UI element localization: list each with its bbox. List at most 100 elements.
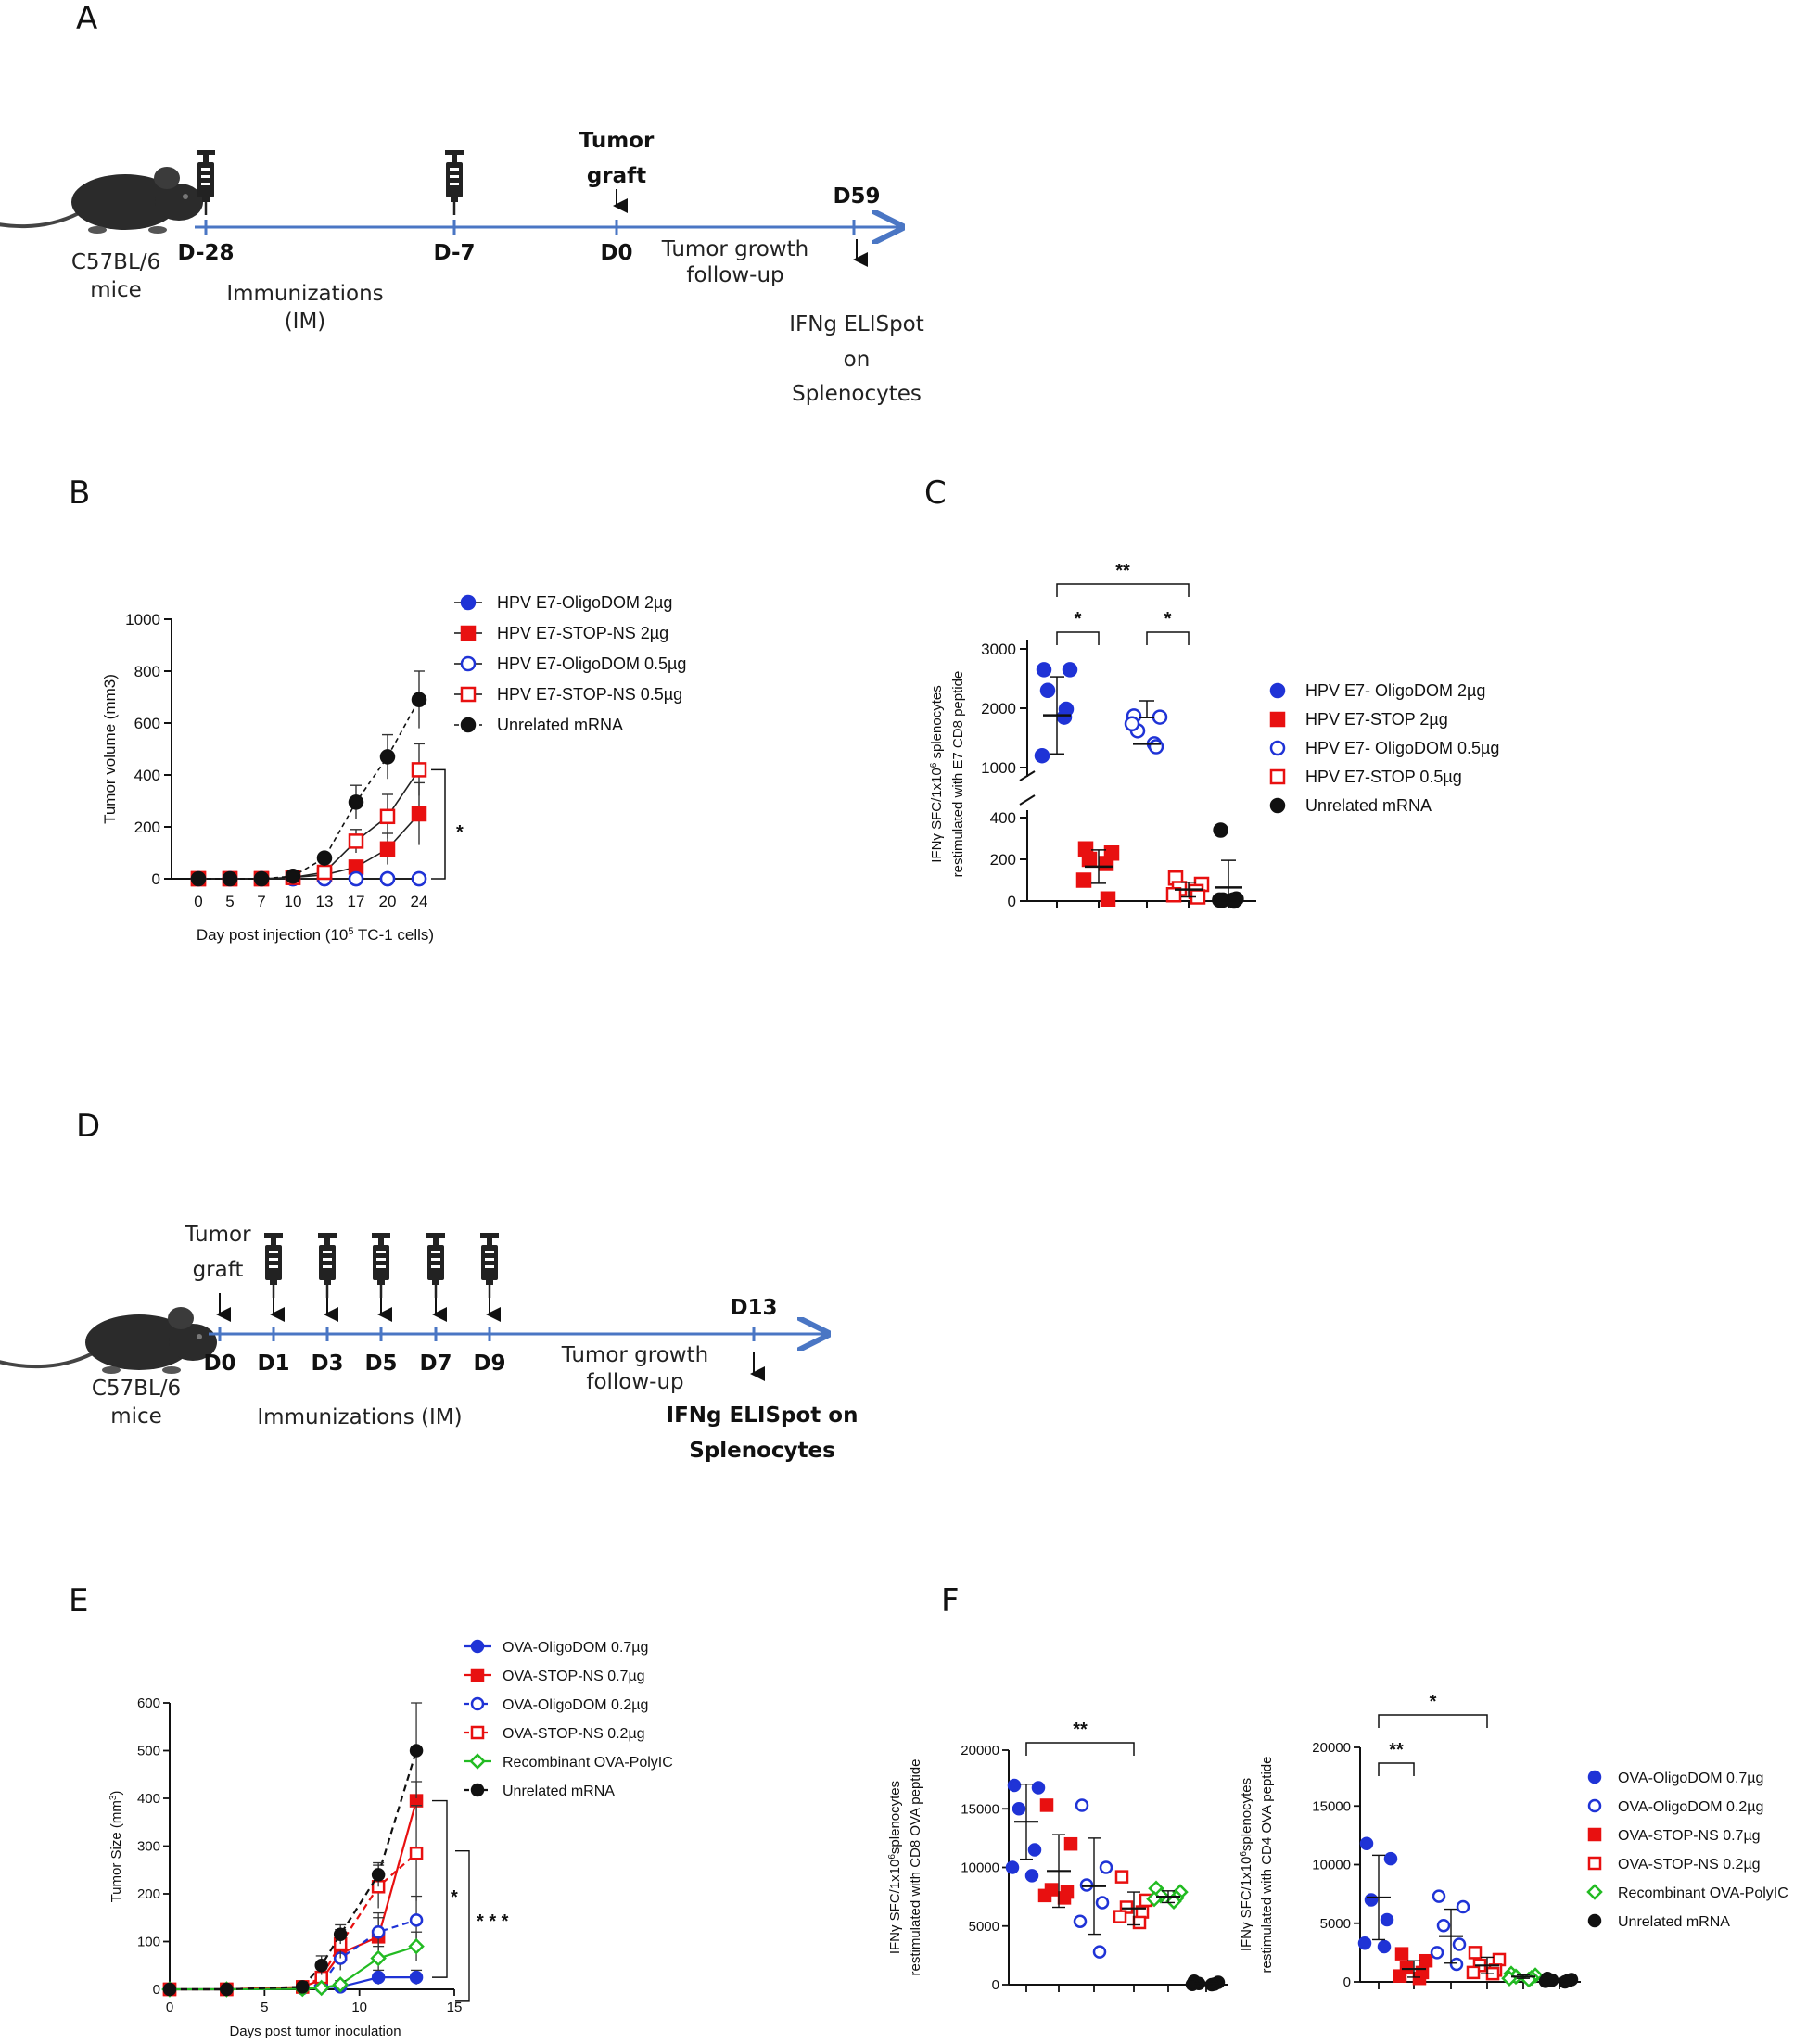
legend-label: OVA-STOP-NS 0.2µg: [503, 1726, 645, 1742]
x-tick-label: 10: [285, 893, 302, 910]
y-tick-label: 20000: [1312, 1740, 1351, 1756]
data-point: [348, 833, 364, 849]
data-point: [1075, 1798, 1089, 1812]
legend-label: OVA-STOP-NS 0.2µg: [1618, 1857, 1761, 1873]
y-tick-label: 300: [137, 1839, 160, 1855]
data-point: [1012, 1802, 1026, 1816]
legend-marker: [460, 686, 477, 703]
data-point: [379, 808, 396, 825]
data-point: [1452, 1937, 1467, 1951]
data-point: [1359, 1836, 1374, 1850]
data-point: [1430, 1946, 1444, 1960]
data-point: [1100, 891, 1116, 907]
data-point: [1114, 1870, 1129, 1884]
y-tick-label: 200: [137, 1886, 160, 1902]
sig-f-label: *: [1430, 1692, 1437, 1712]
data-point: [348, 794, 364, 810]
legend-label: OVA-OligoDOM 0.2µg: [503, 1697, 648, 1713]
data-point: [190, 870, 207, 887]
sig-label: *: [456, 822, 464, 843]
y-tick-label: 0: [153, 1982, 160, 1998]
sig-bracket: [432, 1799, 448, 1978]
y-tick-label: 400: [134, 767, 160, 784]
sig-label: * * *: [477, 1911, 509, 1932]
y-axis-title: restimulated with CD8 OVA peptide: [908, 1758, 923, 1975]
x-axis-title: Day post injection (105 TC-1 cells): [197, 926, 434, 944]
legend-label: HPV E7-STOP 2µg: [1305, 710, 1448, 729]
legend-label: OVA-OligoDOM 0.7µg: [1618, 1771, 1763, 1786]
data-point: [1095, 1896, 1110, 1910]
y-tick-label: 5000: [969, 1919, 999, 1935]
axis-break: [1019, 770, 1036, 781]
data-point: [379, 749, 396, 765]
data-point: [1449, 1957, 1464, 1972]
legend-label: OVA-OligoDOM 0.7µg: [503, 1640, 648, 1656]
y-tick-label: 10000: [961, 1860, 999, 1876]
data-point: [220, 1982, 234, 1997]
data-point: [1079, 1878, 1094, 1892]
data-point: [1073, 1914, 1088, 1928]
data-point: [1039, 1798, 1054, 1812]
data-point: [408, 1937, 425, 1955]
y-tick-label: 400: [990, 809, 1016, 827]
data-point: [332, 1976, 349, 1993]
data-point: [409, 1970, 424, 1985]
legend-label: OVA-STOP-NS 0.7µg: [1618, 1828, 1761, 1844]
legend-label: HPV E7- OligoDOM 0.5µg: [1305, 739, 1499, 757]
y-tick-label: 1000: [125, 611, 160, 628]
data-point: [1412, 1971, 1427, 1986]
legend-marker: [1269, 740, 1286, 756]
y-tick-label: 20000: [961, 1743, 999, 1758]
legend-marker: [1269, 768, 1286, 785]
x-tick-label: 0: [194, 893, 202, 910]
data-point: [1124, 716, 1140, 731]
data-point: [162, 1982, 177, 1997]
data-point: [1099, 1860, 1113, 1874]
data-point: [1062, 662, 1078, 678]
data-point: [1031, 1781, 1046, 1795]
data-point: [1036, 662, 1052, 678]
legend-label: Recombinant OVA-PolyIC: [503, 1755, 673, 1771]
y-tick-label: 15000: [1312, 1798, 1351, 1814]
y-tick-label: 0: [992, 1977, 999, 1993]
y-tick-label: 500: [137, 1744, 160, 1759]
x-axis-title: Days post tumor inoculation: [229, 2024, 401, 2039]
data-point: [222, 870, 238, 887]
data-point: [411, 762, 427, 778]
x-tick-label: 7: [257, 893, 265, 910]
legend-marker: [1587, 1770, 1602, 1784]
legend-marker: [1269, 682, 1286, 699]
y-tick-label: 15000: [961, 1801, 999, 1817]
legend-marker: [1587, 1798, 1602, 1813]
legend-marker: [460, 594, 477, 611]
panel-letter-b: B: [69, 475, 91, 512]
data-point: [370, 1949, 387, 1967]
data-point: [1039, 682, 1056, 699]
y-tick-label: 200: [134, 819, 160, 836]
data-point: [1456, 1899, 1470, 1914]
data-point: [1432, 1889, 1446, 1903]
data-point: [411, 806, 427, 822]
sig-bracket: [431, 768, 446, 880]
data-point: [314, 1959, 328, 1973]
data-point: [1007, 1778, 1022, 1793]
legend-marker: [470, 1725, 485, 1740]
data-point: [411, 692, 427, 708]
data-point: [285, 868, 301, 884]
data-point: [1113, 1910, 1127, 1923]
data-point: [1075, 872, 1092, 888]
legend-marker: [1587, 1913, 1602, 1928]
data-point: [1212, 892, 1228, 908]
data-point: [1165, 887, 1182, 903]
legend-marker: [460, 717, 477, 733]
data-point: [253, 870, 270, 887]
y-axis-title: IFNγ SFC/1x106splenocytes: [887, 1781, 904, 1954]
data-point: [1037, 1888, 1052, 1903]
data-point: [371, 1970, 386, 1985]
panel-letter-e: E: [69, 1582, 89, 1619]
data-point: [409, 1846, 424, 1860]
legend-label: Unrelated mRNA: [1305, 796, 1432, 815]
legend-marker: [470, 1639, 485, 1654]
